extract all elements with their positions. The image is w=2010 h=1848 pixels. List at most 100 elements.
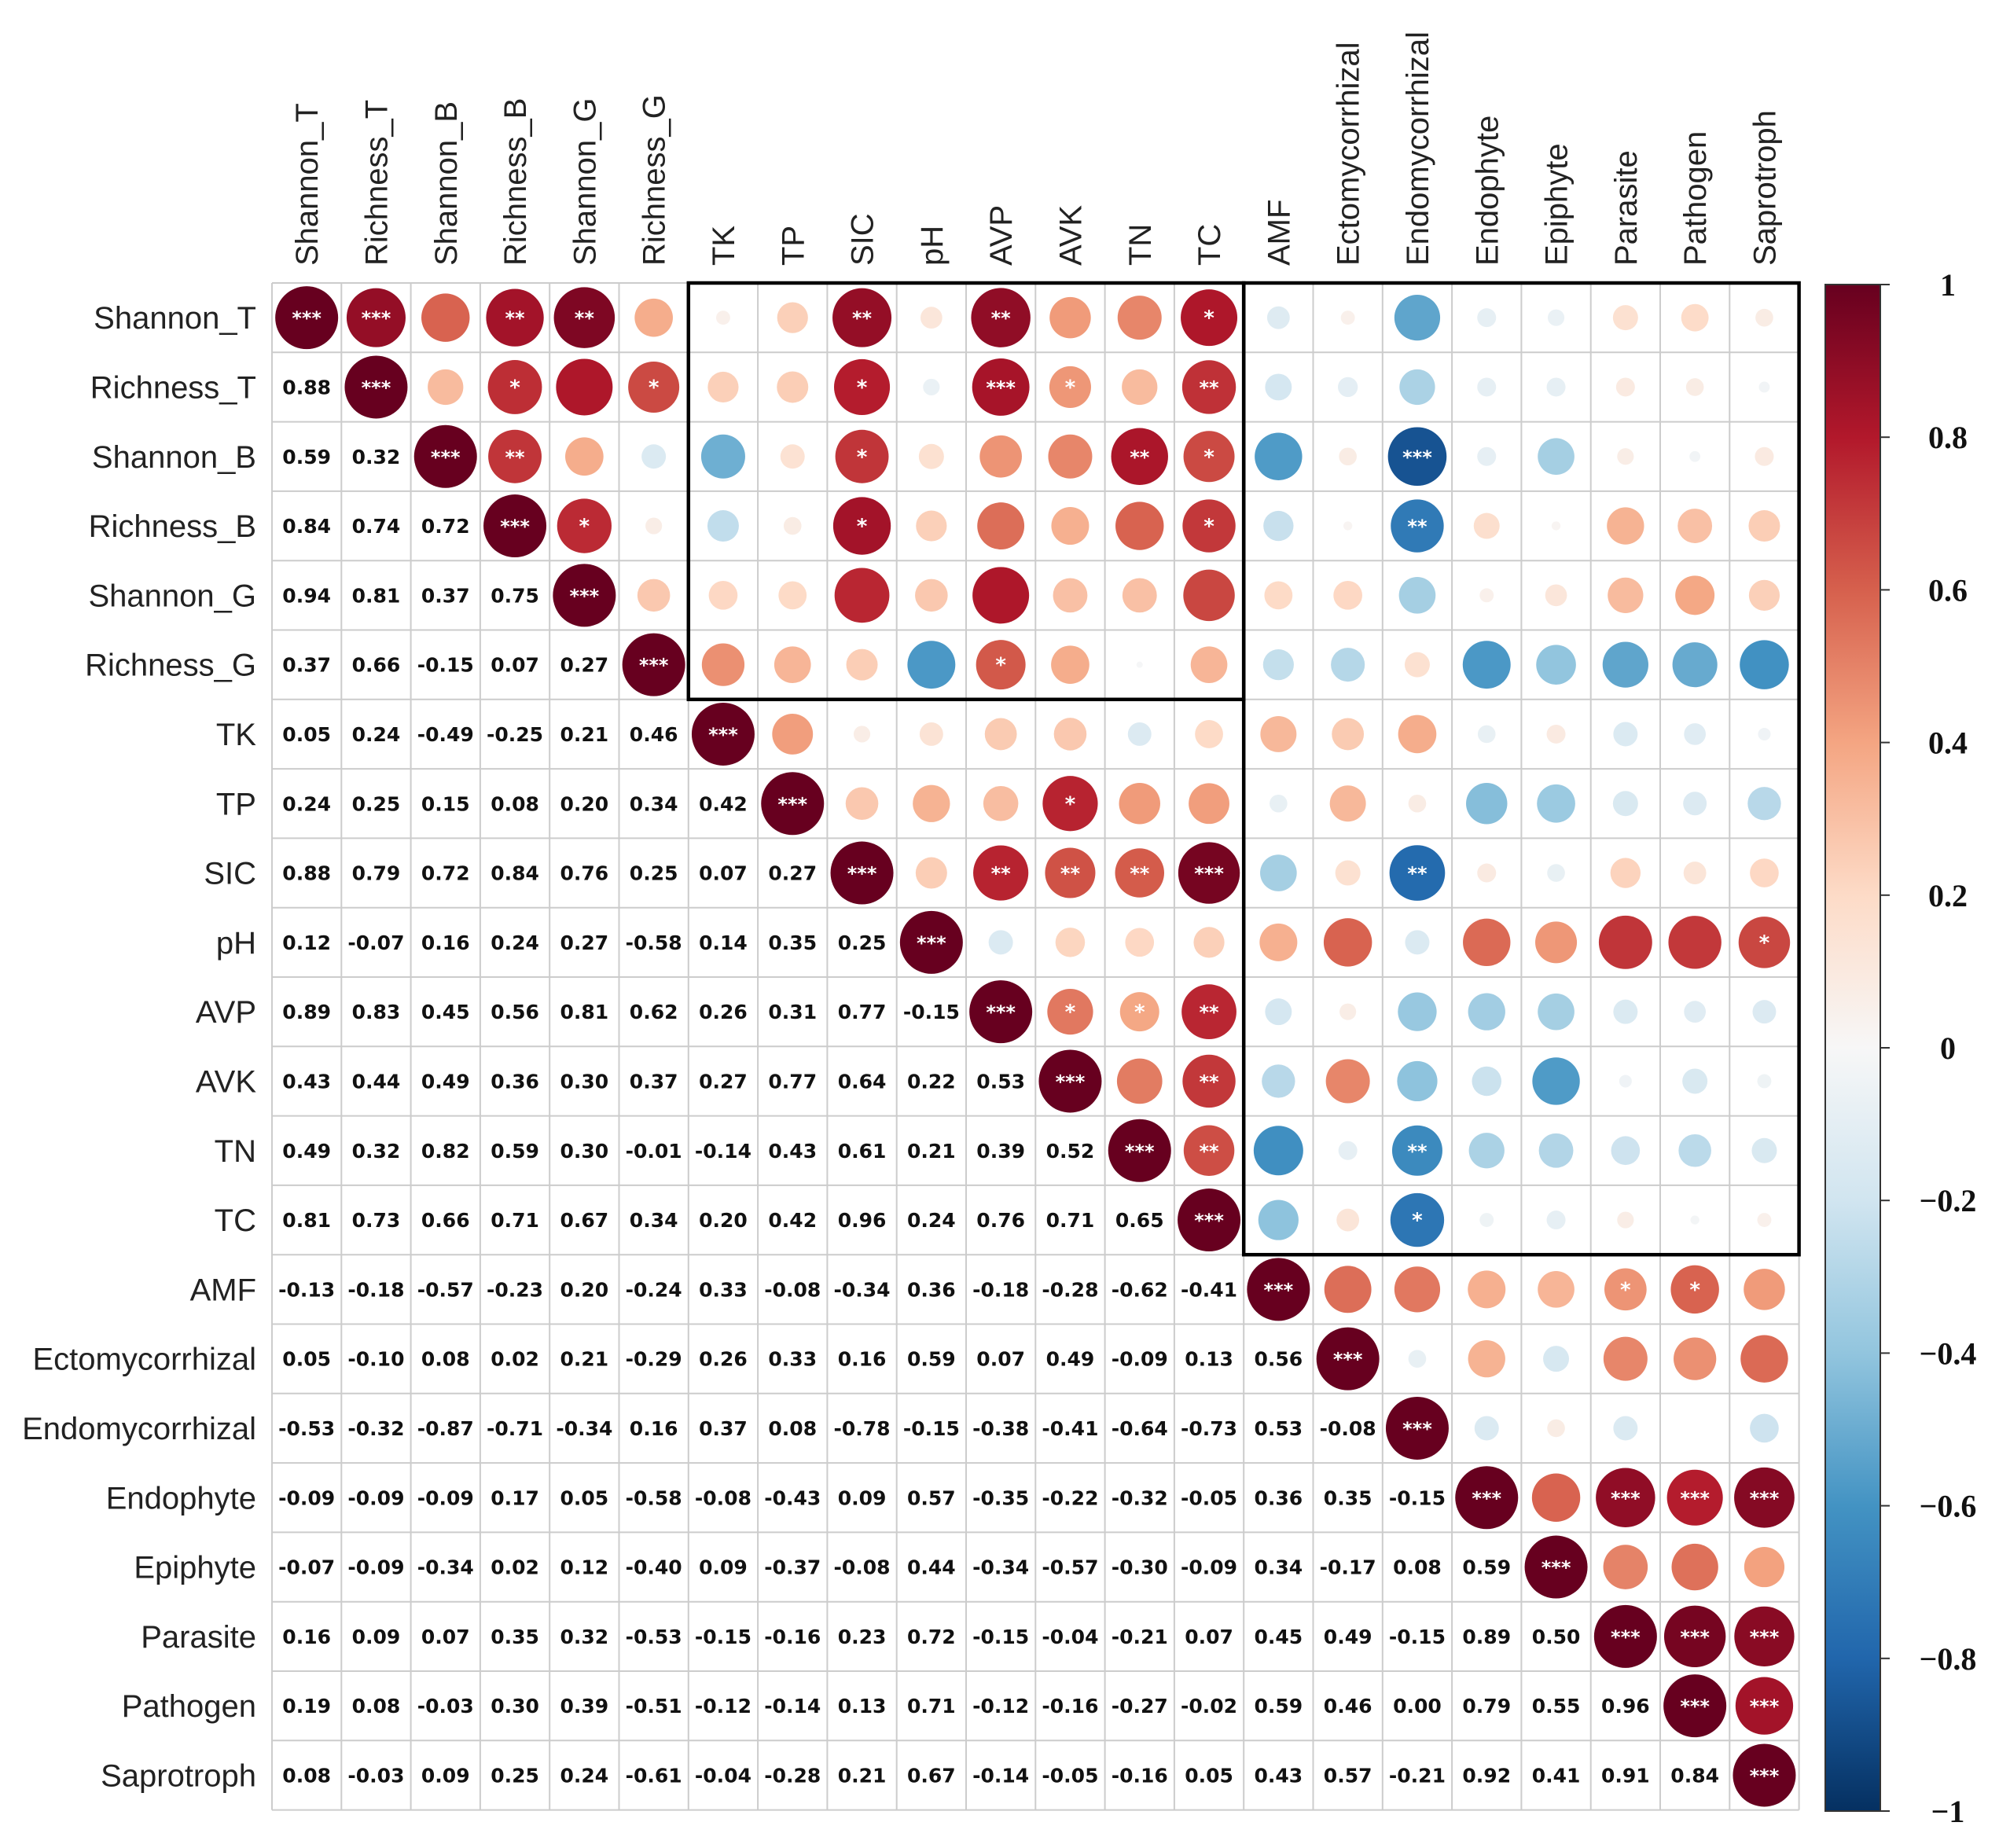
corr-circle-pH-Parasite <box>1598 915 1652 969</box>
col-label-Saprotroph: Saprotroph <box>1747 110 1782 266</box>
corr-circle-Shannon_T-Endomycorrhizal <box>1394 295 1441 341</box>
col-label-AMF: AMF <box>1262 200 1296 266</box>
significance-mark: *** <box>1750 1696 1780 1718</box>
corr-value-Epiphyte-Richness_B: 0.02 <box>491 1556 539 1579</box>
corr-circle-Richness_T-SIC <box>834 358 891 415</box>
circle-layer <box>275 286 1796 1807</box>
corr-value-Endomycorrhizal-TN: -0.64 <box>1112 1417 1168 1440</box>
colorbar-tick-label: −0.8 <box>1920 1641 1977 1677</box>
corr-value-Shannon_G-Shannon_T: 0.94 <box>282 584 331 607</box>
corr-circle-Shannon_G-AVK <box>1053 578 1088 613</box>
significance-mark: * <box>857 446 868 469</box>
corr-value-Ectomycorrhizal-Richness_T: -0.10 <box>347 1348 404 1371</box>
corr-value-Endophyte-AMF: 0.36 <box>1255 1486 1303 1509</box>
corr-value-Pathogen-Shannon_G: 0.39 <box>560 1695 609 1718</box>
corr-circle-SIC-Pathogen <box>1683 862 1707 884</box>
row-label-Endomycorrhizal: Endomycorrhizal <box>22 1412 256 1446</box>
corr-value-Endophyte-TN: -0.32 <box>1112 1486 1168 1509</box>
row-label-TP: TP <box>216 787 256 821</box>
corr-circle-AVK-Saprotroph <box>1757 1074 1772 1089</box>
corr-value-Ectomycorrhizal-TC: 0.13 <box>1185 1348 1233 1371</box>
row-label-Shannon_T: Shannon_T <box>94 301 256 336</box>
corr-circle-Shannon_B-pH <box>918 443 944 469</box>
corr-value-TC-Richness_B: 0.71 <box>491 1209 539 1232</box>
corr-circle-Richness_G-Ectomycorrhizal <box>1331 648 1365 682</box>
corr-value-Pathogen-TK: -0.12 <box>695 1695 751 1718</box>
significance-mark: * <box>995 654 1006 678</box>
corr-circle-Richness_G-Endophyte <box>1462 641 1511 689</box>
corr-circle-AVP-TC <box>1181 984 1236 1040</box>
corr-value-Richness_B-Shannon_T: 0.84 <box>282 515 331 538</box>
colorbar-tick-label: −0.2 <box>1920 1183 1977 1218</box>
significance-mark: ** <box>1407 516 1428 538</box>
corr-value-Pathogen-Shannon_B: -0.03 <box>417 1695 474 1718</box>
corr-value-Ectomycorrhizal-Shannon_G: 0.21 <box>560 1348 609 1371</box>
corr-circle-AVK-Pathogen <box>1682 1068 1708 1094</box>
corr-value-AVK-Richness_T: 0.44 <box>352 1070 401 1093</box>
corr-circle-TP-TP <box>761 772 825 836</box>
corr-circle-Shannon_T-TN <box>1117 296 1162 340</box>
corr-circle-Shannon_T-TP <box>777 302 808 333</box>
corr-value-Richness_G-Richness_T: 0.66 <box>352 654 401 677</box>
colorbar-tick-label: −1 <box>1931 1794 1965 1829</box>
corr-circle-Ectomycorrhizal-Ectomycorrhizal <box>1316 1327 1380 1391</box>
corr-value-Endophyte-TC: -0.05 <box>1181 1486 1237 1509</box>
corr-value-TC-Richness_G: 0.34 <box>630 1209 678 1232</box>
corr-value-TC-Shannon_B: 0.66 <box>421 1209 470 1232</box>
corr-value-pH-TP: 0.35 <box>768 931 817 954</box>
corr-value-AVP-Shannon_G: 0.81 <box>560 1001 609 1023</box>
corr-circle-Richness_T-TC <box>1181 360 1236 414</box>
corr-value-AVP-Richness_T: 0.83 <box>352 1001 401 1023</box>
corr-circle-TK-TP <box>772 714 814 755</box>
corr-value-Pathogen-Richness_G: -0.51 <box>626 1695 682 1718</box>
corr-value-SIC-Shannon_G: 0.76 <box>560 862 609 885</box>
significance-mark: ** <box>1060 863 1081 885</box>
corr-circle-Richness_B-Richness_G <box>645 517 663 535</box>
significance-mark: *** <box>847 863 877 885</box>
corr-circle-Endophyte-Epiphyte <box>1531 1473 1581 1522</box>
col-label-AVP: AVP <box>984 205 1019 266</box>
corr-circle-pH-Endophyte <box>1463 918 1511 967</box>
corr-circle-Richness_B-Parasite <box>1607 507 1644 545</box>
row-label-AVK: AVK <box>196 1064 256 1099</box>
corr-circle-Ectomycorrhizal-Endomycorrhizal <box>1408 1350 1427 1368</box>
corr-value-TN-Richness_G: -0.01 <box>626 1140 682 1163</box>
corr-value-Endomycorrhizal-AVP: -0.38 <box>972 1417 1029 1440</box>
corr-value-TC-pH: 0.24 <box>907 1209 956 1232</box>
corr-circle-Ectomycorrhizal-Pathogen <box>1674 1337 1717 1380</box>
corr-value-Saprotroph-Endophyte: 0.92 <box>1462 1764 1511 1787</box>
corr-value-AMF-AVP: -0.18 <box>972 1278 1029 1301</box>
corr-value-AVP-pH: -0.15 <box>903 1001 960 1023</box>
corr-circle-SIC-AMF <box>1260 854 1297 891</box>
corr-value-TC-Shannon_T: 0.81 <box>282 1209 331 1232</box>
corr-circle-Shannon_B-Parasite <box>1617 448 1634 465</box>
corr-circle-Shannon_B-AVP <box>979 435 1022 478</box>
corr-value-TN-SIC: 0.61 <box>838 1140 887 1163</box>
corr-value-AVK-Shannon_B: 0.49 <box>421 1070 470 1093</box>
significance-mark: *** <box>917 932 946 954</box>
row-label-Parasite: Parasite <box>141 1620 256 1655</box>
corr-value-Saprotroph-AVK: -0.05 <box>1042 1764 1098 1787</box>
significance-mark: *** <box>362 307 391 329</box>
corr-value-Ectomycorrhizal-Richness_G: -0.29 <box>626 1348 682 1371</box>
corr-value-TN-pH: 0.21 <box>907 1140 956 1163</box>
corr-circle-Richness_T-Parasite <box>1615 377 1635 397</box>
corr-value-AVK-Shannon_T: 0.43 <box>282 1070 331 1093</box>
corr-circle-AMF-Pathogen <box>1670 1265 1719 1314</box>
corr-circle-AVP-AMF <box>1265 998 1292 1026</box>
corr-circle-Shannon_T-SIC <box>832 288 892 347</box>
corr-circle-Richness_B-Ectomycorrhizal <box>1343 521 1353 531</box>
col-label-Endomycorrhizal: Endomycorrhizal <box>1401 31 1435 266</box>
col-label-Richness_B: Richness_B <box>498 98 533 266</box>
corr-value-Endomycorrhizal-AVK: -0.41 <box>1042 1417 1098 1440</box>
corr-value-TC-TN: 0.65 <box>1115 1209 1164 1232</box>
corr-circle-Shannon_G-Endomycorrhizal <box>1398 577 1436 614</box>
row-label-pH: pH <box>216 926 256 961</box>
corr-value-Epiphyte-SIC: -0.08 <box>834 1556 891 1579</box>
corr-circle-TN-TC <box>1183 1125 1235 1176</box>
significance-mark: ** <box>852 307 873 329</box>
significance-mark: * <box>649 376 660 399</box>
corr-circle-Shannon_B-Richness_G <box>641 444 667 469</box>
corr-circle-AMF-Ectomycorrhizal <box>1324 1266 1372 1313</box>
corr-value-Endomycorrhizal-TC: -0.73 <box>1181 1417 1237 1440</box>
